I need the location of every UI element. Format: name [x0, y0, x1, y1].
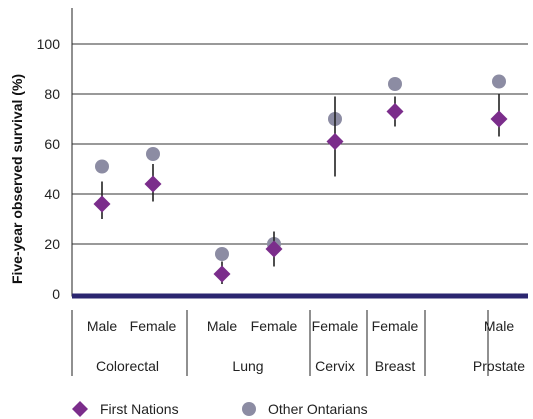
x-category-label-4: Female	[312, 318, 359, 334]
x-group-label-lung: Lung	[232, 358, 263, 374]
y-tick-label-80: 80	[44, 86, 60, 102]
x-category-label-2: Male	[207, 318, 238, 334]
point-other-ontarians-2	[215, 247, 229, 261]
x-axis: Male Female Male Female Female Female Male Colo…	[71, 293, 528, 376]
legend-label-first-nations: First Nations	[100, 401, 179, 417]
y-tick-label-100: 100	[37, 36, 61, 52]
y-tick-label-60: 60	[44, 136, 60, 152]
x-group-label-colorectal: Colorectal	[96, 358, 159, 374]
point-first-nations-0	[93, 195, 111, 213]
legend: First Nations Other Ontarians	[72, 401, 368, 417]
legend-label-other-ontarians: Other Ontarians	[268, 401, 368, 417]
x-group-label-prostate: Prostate	[473, 358, 525, 374]
point-first-nations-1	[144, 175, 162, 193]
point-first-nations-5	[386, 103, 404, 120]
legend-marker-first-nations	[72, 401, 88, 417]
point-other-ontarians-1	[146, 147, 160, 161]
x-category-label-1: Female	[130, 318, 177, 334]
point-first-nations-2	[213, 265, 231, 283]
x-category-label-3: Female	[251, 318, 298, 334]
y-tick-label-20: 20	[44, 236, 60, 252]
y-axis-label: Five-year observed survival (%)	[9, 74, 25, 284]
y-axis: 0 20 40 60 80 100	[37, 8, 73, 302]
x-category-label-0: Male	[87, 318, 118, 334]
point-first-nations-3	[265, 240, 283, 258]
x-axis-baseline	[72, 293, 528, 299]
x-category-label-6: Male	[484, 318, 515, 334]
x-group-label-breast: Breast	[375, 358, 416, 374]
point-other-ontarians-6	[492, 74, 506, 89]
gridlines	[72, 43, 528, 245]
point-other-ontarians-0	[95, 159, 109, 174]
x-group-label-cervix: Cervix	[315, 358, 355, 374]
point-first-nations-4	[326, 133, 344, 150]
data-marks	[93, 74, 508, 284]
y-tick-label-0: 0	[52, 286, 60, 302]
point-other-ontarians-5	[388, 77, 402, 91]
y-tick-label-40: 40	[44, 186, 60, 202]
x-category-label-5: Female	[372, 318, 419, 334]
legend-marker-other-ontarians	[242, 402, 256, 416]
point-first-nations-6	[490, 110, 508, 128]
